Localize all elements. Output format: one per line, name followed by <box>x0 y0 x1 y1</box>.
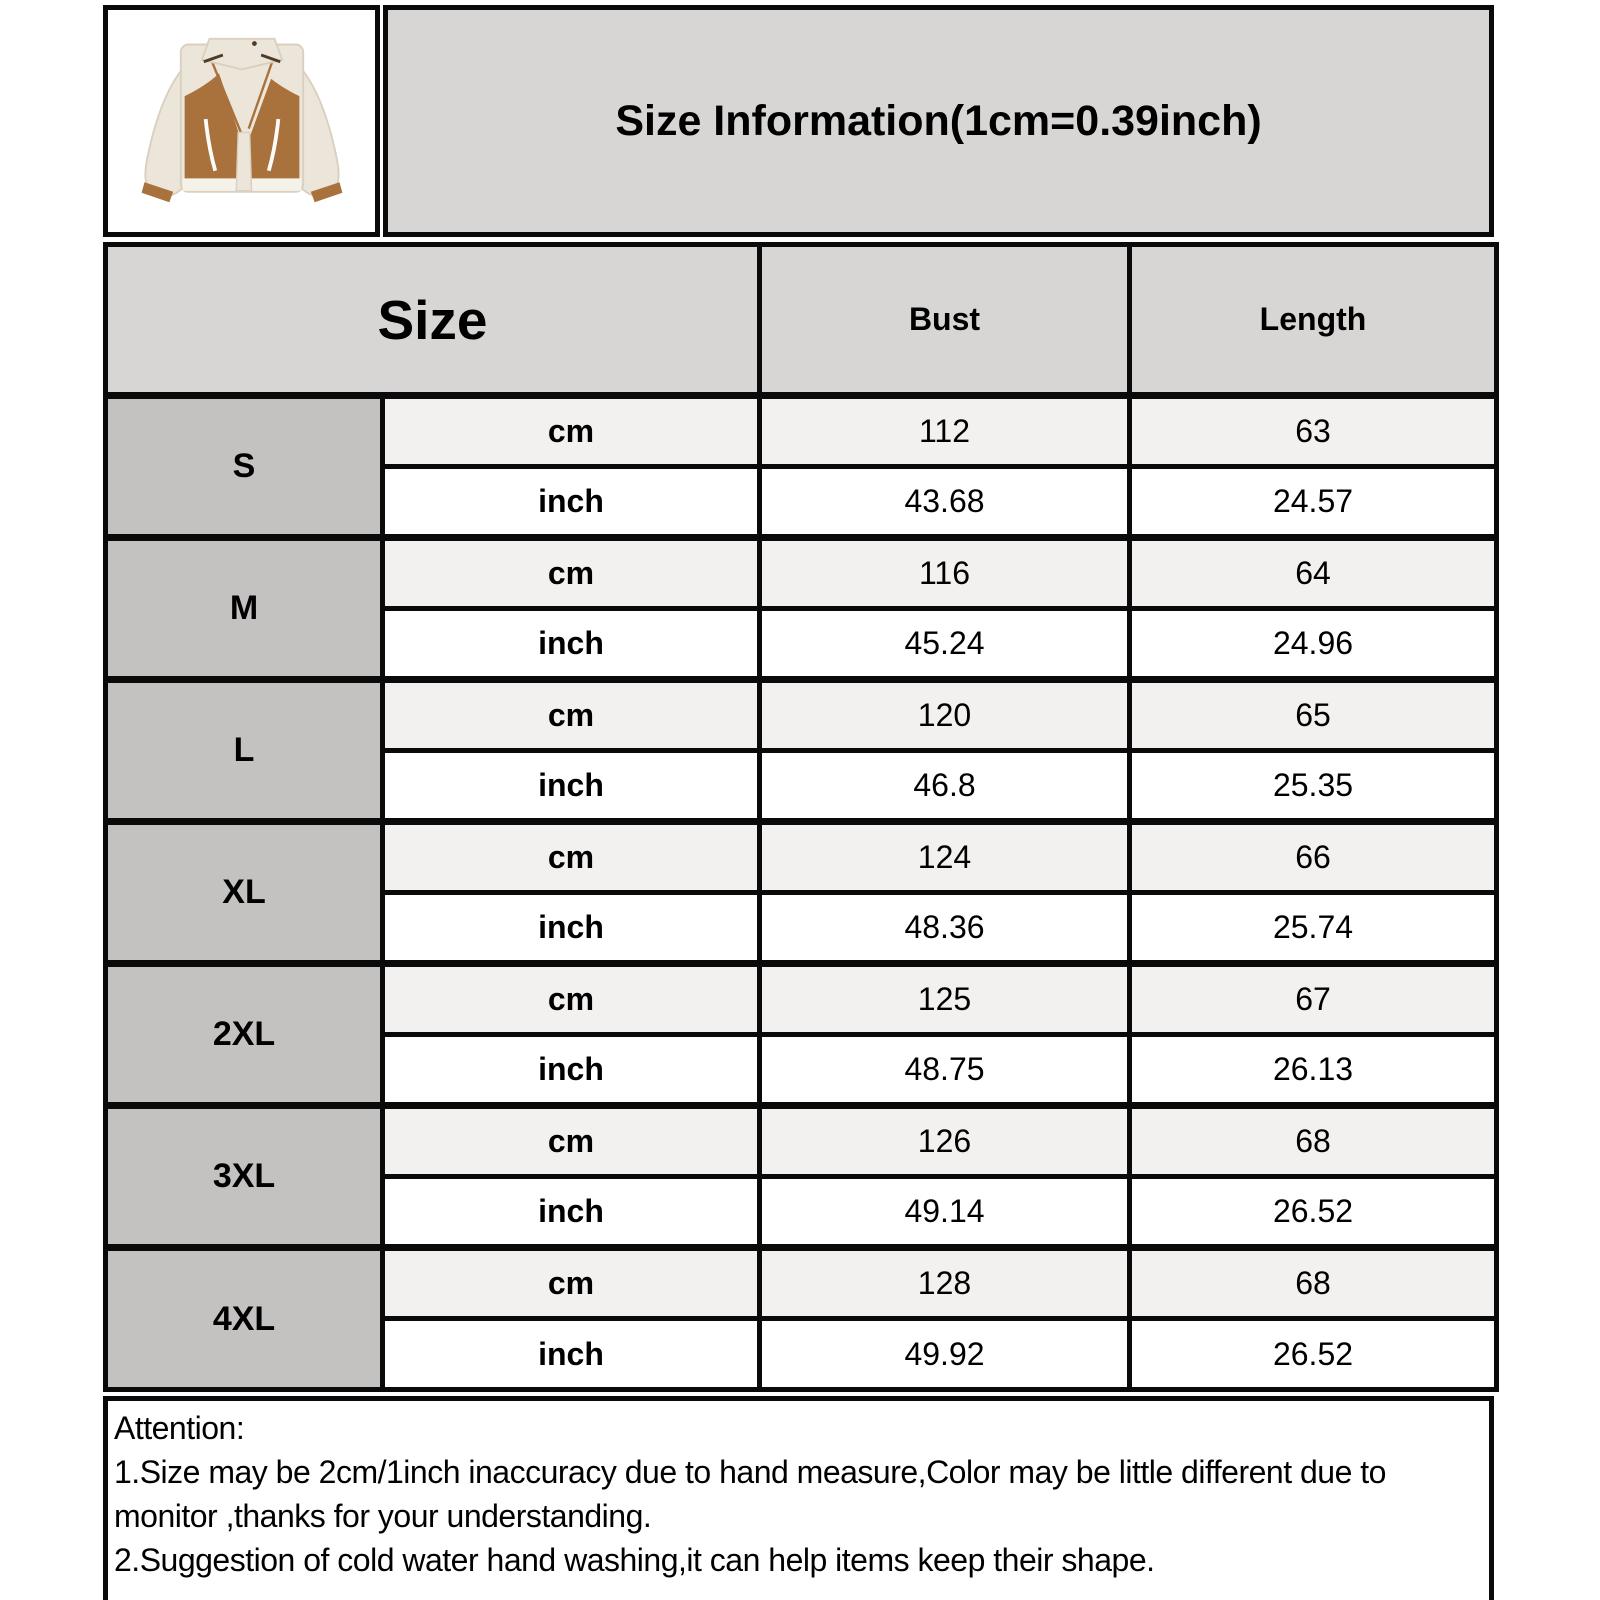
unit-label: cm <box>380 1102 762 1179</box>
table-row: inch 48.75 26.13 <box>106 1032 1499 1108</box>
bust-value: 48.36 <box>757 890 1132 966</box>
length-value: 26.52 <box>1127 1174 1499 1250</box>
table-row: S cm 112 63 <box>103 392 1499 540</box>
unit-label: cm <box>380 534 762 611</box>
table-row: L cm 120 65 <box>103 676 1499 824</box>
bust-value: 125 <box>757 960 1132 1037</box>
bust-value: 112 <box>757 392 1132 469</box>
length-value: 64 <box>1127 534 1499 611</box>
length-value: 66 <box>1127 818 1499 895</box>
unit-label: cm <box>380 676 762 753</box>
attention-line: 1.Size may be 2cm/1inch inaccuracy due t… <box>114 1454 1386 1490</box>
title-cell: Size Information(1cm=0.39inch) <box>383 5 1494 237</box>
table-row: inch 49.14 26.52 <box>106 1174 1499 1250</box>
size-table: Size Bust Length S cm 112 63 inch 43.68 … <box>103 242 1499 1392</box>
table-row: inch 43.68 24.57 <box>106 464 1499 540</box>
unit-label: inch <box>380 748 762 824</box>
table-row: inch 45.24 24.96 <box>106 606 1499 682</box>
size-label: 4XL <box>103 1244 385 1392</box>
table-row: M cm 116 64 <box>103 534 1499 682</box>
unit-label: inch <box>380 464 762 540</box>
size-label: XL <box>103 818 385 966</box>
header-size: Size <box>103 242 762 398</box>
table-header-row: Size Bust Length <box>103 242 1499 398</box>
jacket-graphic <box>141 37 342 203</box>
bust-value: 120 <box>757 676 1132 753</box>
bust-value: 45.24 <box>757 606 1132 682</box>
size-label: 3XL <box>103 1102 385 1250</box>
size-label: M <box>103 534 385 682</box>
unit-label: cm <box>380 960 762 1037</box>
length-value: 24.96 <box>1127 606 1499 682</box>
unit-label: inch <box>380 1032 762 1108</box>
length-value: 26.13 <box>1127 1032 1499 1108</box>
table-row: inch 49.92 26.52 <box>106 1316 1499 1392</box>
length-value: 63 <box>1127 392 1499 469</box>
size-label: 2XL <box>103 960 385 1108</box>
size-label: L <box>103 676 385 824</box>
bust-value: 126 <box>757 1102 1132 1179</box>
top-row: Size Information(1cm=0.39inch) <box>103 5 1494 237</box>
table-row: XL cm 124 66 <box>103 818 1499 966</box>
length-value: 68 <box>1127 1244 1499 1321</box>
unit-label: cm <box>380 392 762 469</box>
bust-value: 49.14 <box>757 1174 1132 1250</box>
table-row: inch 48.36 25.74 <box>106 890 1499 966</box>
bust-value: 43.68 <box>757 464 1132 540</box>
size-label: S <box>103 392 385 540</box>
unit-label: inch <box>380 606 762 682</box>
length-value: 67 <box>1127 960 1499 1037</box>
length-value: 25.74 <box>1127 890 1499 966</box>
attention-heading: Attention: <box>114 1410 245 1446</box>
attention-line: 2.Suggestion of cold water hand washing,… <box>114 1542 1155 1578</box>
product-image-cell <box>103 5 380 237</box>
table-row: 4XL cm 128 68 <box>103 1244 1499 1392</box>
length-value: 65 <box>1127 676 1499 753</box>
attention-line: monitor ,thanks for your understanding. <box>114 1498 652 1534</box>
length-value: 24.57 <box>1127 464 1499 540</box>
bust-value: 46.8 <box>757 748 1132 824</box>
bust-value: 49.92 <box>757 1316 1132 1392</box>
unit-label: inch <box>380 1316 762 1392</box>
bust-value: 124 <box>757 818 1132 895</box>
length-value: 26.52 <box>1127 1316 1499 1392</box>
length-value: 25.35 <box>1127 748 1499 824</box>
header-length: Length <box>1127 242 1499 398</box>
table-row: 3XL cm 126 68 <box>103 1102 1499 1250</box>
table-row: inch 46.8 25.35 <box>106 748 1499 824</box>
product-jacket-image <box>141 37 342 203</box>
content-area: Size Information(1cm=0.39inch) Size Bust… <box>103 5 1499 1600</box>
unit-label: cm <box>380 818 762 895</box>
bust-value: 128 <box>757 1244 1132 1321</box>
length-value: 68 <box>1127 1102 1499 1179</box>
unit-label: inch <box>380 890 762 966</box>
bust-value: 116 <box>757 534 1132 611</box>
attention-box: Attention: 1.Size may be 2cm/1inch inacc… <box>103 1396 1494 1600</box>
unit-label: cm <box>380 1244 762 1321</box>
header-bust: Bust <box>757 242 1132 398</box>
page-title: Size Information(1cm=0.39inch) <box>615 96 1262 145</box>
unit-label: inch <box>380 1174 762 1250</box>
bust-value: 48.75 <box>757 1032 1132 1108</box>
table-row: 2XL cm 125 67 <box>103 960 1499 1108</box>
